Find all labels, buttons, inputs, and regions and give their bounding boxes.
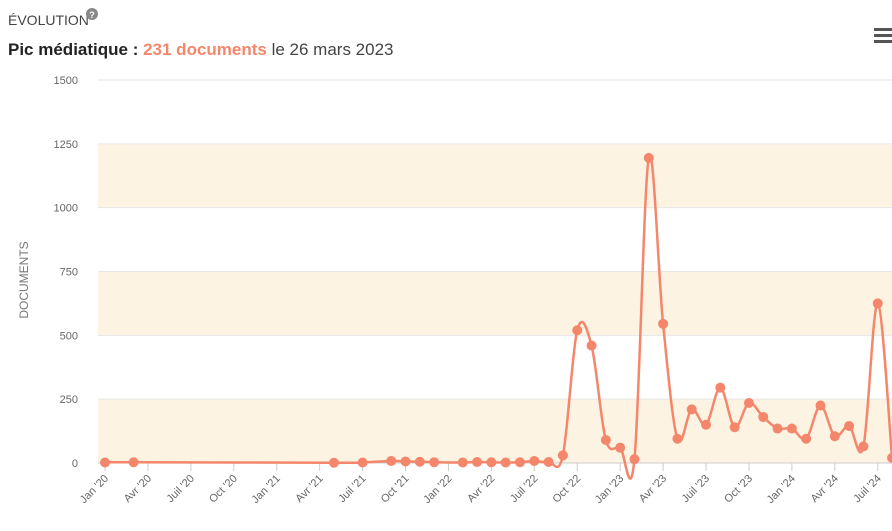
x-tick-label: Avr '22 bbox=[465, 473, 497, 505]
plot-band bbox=[98, 399, 892, 463]
x-tick-label: Juil '24 bbox=[851, 473, 883, 505]
x-tick-label: Juil '23 bbox=[680, 473, 712, 505]
data-point bbox=[457, 457, 468, 468]
data-point bbox=[557, 450, 568, 461]
x-tick-label: Avr '23 bbox=[637, 473, 669, 505]
x-tick-label: Jan '21 bbox=[250, 473, 283, 506]
y-axis-label: DOCUMENTS bbox=[17, 241, 31, 318]
subtitle-highlight: 231 documents bbox=[143, 40, 267, 59]
y-tick-label: 750 bbox=[60, 267, 78, 279]
data-point bbox=[672, 433, 683, 444]
x-tick-label: Oct '20 bbox=[207, 473, 240, 506]
menu-bar bbox=[874, 34, 892, 37]
chart-subtitle: Pic médiatique : 231 documents le 26 mar… bbox=[8, 40, 394, 59]
data-point bbox=[429, 457, 440, 468]
data-point bbox=[872, 298, 883, 309]
data-point bbox=[328, 457, 339, 468]
x-tick-label: Oct '21 bbox=[379, 473, 412, 506]
x-tick-label: Juil '21 bbox=[336, 473, 368, 505]
menu-bar bbox=[874, 40, 892, 43]
data-point bbox=[414, 456, 425, 467]
y-tick-label: 0 bbox=[72, 458, 78, 470]
x-tick-label: Juil '20 bbox=[165, 473, 197, 505]
x-tick-label: Oct '23 bbox=[722, 473, 755, 506]
data-point bbox=[729, 422, 740, 433]
data-point bbox=[500, 457, 511, 468]
data-point bbox=[815, 400, 826, 411]
data-point bbox=[128, 457, 139, 468]
data-point bbox=[887, 452, 892, 463]
x-tick-label: Jan '23 bbox=[593, 473, 626, 506]
y-tick-label: 1500 bbox=[54, 75, 78, 87]
data-point bbox=[829, 431, 840, 442]
data-point bbox=[615, 442, 626, 453]
data-point bbox=[858, 441, 869, 452]
data-point bbox=[472, 456, 483, 467]
data-point bbox=[486, 457, 497, 468]
data-point bbox=[514, 457, 525, 468]
data-point bbox=[357, 457, 368, 468]
x-tick-label: Avr '20 bbox=[122, 473, 154, 505]
x-tick-label: Jan '20 bbox=[78, 473, 111, 506]
data-point bbox=[701, 419, 712, 430]
data-point bbox=[743, 397, 754, 408]
menu-icon[interactable] bbox=[874, 28, 892, 43]
data-point bbox=[801, 433, 812, 444]
y-tick-label: 1250 bbox=[54, 139, 78, 151]
data-point bbox=[400, 456, 411, 467]
data-point bbox=[686, 404, 697, 415]
menu-bar bbox=[874, 28, 892, 31]
x-tick-label: Avr '21 bbox=[293, 473, 325, 505]
x-tick-label: Jan '22 bbox=[421, 473, 454, 506]
subtitle-suffix: le 26 mars 2023 bbox=[267, 40, 394, 59]
data-point bbox=[386, 455, 397, 466]
plot-band bbox=[98, 271, 892, 336]
data-point bbox=[786, 423, 797, 434]
data-point bbox=[543, 456, 554, 467]
data-point bbox=[629, 454, 640, 465]
data-point bbox=[600, 435, 611, 446]
x-tick-label: Avr '24 bbox=[809, 473, 841, 505]
x-tick-label: Oct '22 bbox=[550, 473, 583, 506]
y-tick-label: 1000 bbox=[54, 203, 78, 215]
y-tick-label: 500 bbox=[60, 330, 78, 342]
plot-band bbox=[98, 143, 892, 208]
data-point bbox=[658, 318, 669, 329]
data-point bbox=[772, 423, 783, 434]
data-point bbox=[586, 340, 597, 351]
data-point bbox=[758, 412, 769, 423]
subtitle-prefix: Pic médiatique : bbox=[8, 40, 143, 59]
data-point bbox=[529, 455, 540, 466]
x-tick-label: Juil '22 bbox=[508, 473, 540, 505]
chart-title: ÉVOLUTION bbox=[8, 12, 89, 28]
y-tick-label: 250 bbox=[60, 394, 78, 406]
help-icon[interactable] bbox=[86, 8, 98, 20]
data-point bbox=[844, 420, 855, 431]
data-point bbox=[100, 457, 110, 468]
x-tick-label: Jan '24 bbox=[765, 473, 798, 506]
help-icon-glyph: ? bbox=[89, 10, 95, 20]
data-point bbox=[715, 382, 726, 393]
data-point bbox=[572, 325, 583, 336]
data-point bbox=[643, 152, 654, 163]
